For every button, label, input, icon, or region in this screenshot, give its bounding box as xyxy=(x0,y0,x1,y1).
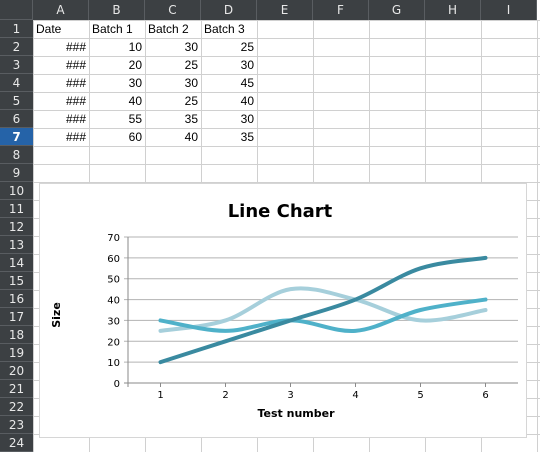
series-line-1 xyxy=(158,255,488,365)
chart-ticks: 0 10 20 30 40 50 60 70 1 2 3 4 5 6 xyxy=(107,233,488,401)
value-cell[interactable]: 25 xyxy=(184,58,198,72)
value-cell[interactable]: 30 xyxy=(240,58,254,72)
chart-series xyxy=(158,255,488,365)
value-cell[interactable]: 35 xyxy=(184,112,198,126)
series-line-3 xyxy=(158,286,488,333)
date-cell[interactable]: ### xyxy=(65,58,86,72)
chart-svg: Line Chart Test number Size 0 10 20 30 40 50 6… xyxy=(50,201,518,420)
column-header-c[interactable]: C xyxy=(145,0,201,20)
date-cell[interactable]: ### xyxy=(65,130,86,144)
row-header-5[interactable]: 5 xyxy=(0,92,33,110)
x-tick-label: 1 xyxy=(157,390,163,401)
value-cell[interactable]: 25 xyxy=(184,94,198,108)
header-cell[interactable]: Date xyxy=(36,22,62,36)
y-tick-label: 10 xyxy=(107,358,120,369)
row-header-19[interactable]: 19 xyxy=(0,344,33,362)
date-cell[interactable]: ### xyxy=(65,40,86,54)
row-header-11[interactable]: 11 xyxy=(0,200,33,218)
date-cell[interactable]: ### xyxy=(65,112,86,126)
value-cell[interactable]: 20 xyxy=(128,58,142,72)
value-cell[interactable]: 40 xyxy=(184,130,198,144)
row-header-17[interactable]: 17 xyxy=(0,308,33,326)
value-cell[interactable]: 30 xyxy=(240,112,254,126)
row-header-23[interactable]: 23 xyxy=(0,416,33,434)
date-cell[interactable]: ### xyxy=(65,76,86,90)
chart-title: Line Chart xyxy=(228,201,333,222)
row-header-20[interactable]: 20 xyxy=(0,362,33,380)
y-tick-label: 30 xyxy=(107,316,120,327)
value-cell[interactable]: 30 xyxy=(184,76,198,90)
value-cell[interactable]: 35 xyxy=(240,130,254,144)
y-tick-label: 40 xyxy=(107,296,120,307)
row-header-24[interactable]: 24 xyxy=(0,434,33,452)
row-header-14[interactable]: 14 xyxy=(0,254,33,272)
row-header-12[interactable]: 12 xyxy=(0,218,33,236)
row-header-2[interactable]: 2 xyxy=(0,38,33,56)
value-cell[interactable]: 40 xyxy=(128,94,142,108)
y-axis-label: Size xyxy=(50,302,63,328)
row-header-6[interactable]: 6 xyxy=(0,110,33,128)
value-cell[interactable]: 30 xyxy=(184,40,198,54)
value-cell[interactable]: 55 xyxy=(128,112,142,126)
x-tick-label: 5 xyxy=(417,390,423,401)
x-tick-label: 3 xyxy=(287,390,293,401)
line-chart[interactable]: Line Chart Test number Size 0 10 20 30 40 50 6… xyxy=(39,183,527,438)
date-cell[interactable]: ### xyxy=(65,94,86,108)
y-tick-label: 50 xyxy=(107,275,120,286)
row-header-15[interactable]: 15 xyxy=(0,272,33,290)
series-line-2 xyxy=(158,297,488,333)
column-header-b[interactable]: B xyxy=(89,0,145,20)
select-all-corner[interactable] xyxy=(0,0,33,20)
value-cell[interactable]: 25 xyxy=(240,40,254,54)
value-cell[interactable]: 30 xyxy=(128,76,142,90)
x-tick-label: 4 xyxy=(352,390,358,401)
row-header-9[interactable]: 9 xyxy=(0,164,33,182)
column-header-d[interactable]: D xyxy=(201,0,257,20)
row-header-21[interactable]: 21 xyxy=(0,380,33,398)
column-header-i[interactable]: I xyxy=(481,0,537,20)
row-header-18[interactable]: 18 xyxy=(0,326,33,344)
x-tick-label: 6 xyxy=(482,390,488,401)
row-header-3[interactable]: 3 xyxy=(0,56,33,74)
value-cell[interactable]: 40 xyxy=(240,94,254,108)
column-header-g[interactable]: G xyxy=(369,0,425,20)
value-cell[interactable]: 10 xyxy=(128,40,142,54)
header-cell[interactable]: Batch 1 xyxy=(92,22,133,36)
row-header-22[interactable]: 22 xyxy=(0,398,33,416)
row-header-7[interactable]: 7 xyxy=(0,128,33,146)
x-tick-label: 2 xyxy=(222,390,228,401)
value-cell[interactable]: 45 xyxy=(240,76,254,90)
row-header-10[interactable]: 10 xyxy=(0,182,33,200)
row-header-13[interactable]: 13 xyxy=(0,236,33,254)
row-header-16[interactable]: 16 xyxy=(0,290,33,308)
row-header-4[interactable]: 4 xyxy=(0,74,33,92)
y-tick-label: 70 xyxy=(107,233,120,244)
row-header-8[interactable]: 8 xyxy=(0,146,33,164)
y-tick-label: 60 xyxy=(107,254,120,265)
x-axis-label: Test number xyxy=(257,407,335,420)
value-cell[interactable]: 60 xyxy=(128,130,142,144)
header-cell[interactable]: Batch 3 xyxy=(204,22,245,36)
column-header-e[interactable]: E xyxy=(257,0,313,20)
chart-grid xyxy=(124,236,518,387)
row-header-1[interactable]: 1 xyxy=(0,20,33,38)
column-header-f[interactable]: F xyxy=(313,0,369,20)
header-cell[interactable]: Batch 2 xyxy=(148,22,189,36)
column-header-h[interactable]: H xyxy=(425,0,481,20)
column-header-a[interactable]: A xyxy=(33,0,89,20)
y-tick-label: 0 xyxy=(114,379,120,390)
y-tick-label: 20 xyxy=(107,337,120,348)
